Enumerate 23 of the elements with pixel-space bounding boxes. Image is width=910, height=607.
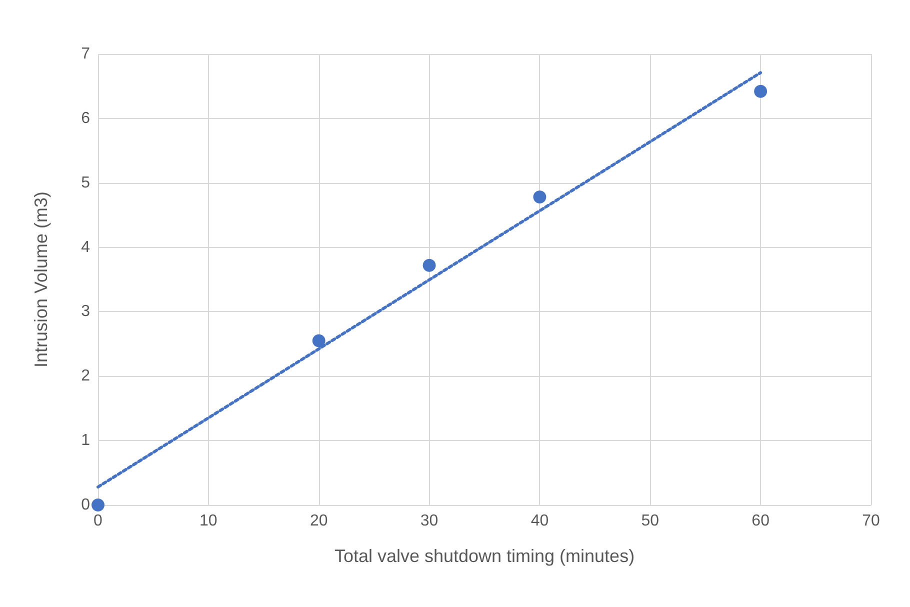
y-tick-label: 2 <box>81 368 90 385</box>
x-tick-label: 30 <box>420 512 438 530</box>
point <box>92 498 104 512</box>
x-tick-label: 20 <box>310 512 328 530</box>
y-tick-label: 7 <box>81 46 90 62</box>
x-axis-title: Total valve shutdown timing (minutes) <box>334 546 635 566</box>
y-tick-label: 0 <box>81 496 90 514</box>
x-tick-label: 60 <box>752 512 770 530</box>
y-tick-label: 3 <box>81 303 90 320</box>
x-tick-label: 70 <box>862 512 880 530</box>
point <box>422 258 436 272</box>
x-tick-label: 40 <box>530 512 549 530</box>
x-tick-label: 50 <box>641 512 660 530</box>
x-tick-label: 0 <box>94 512 103 530</box>
y-axis-title: Intrusion Volume (m3) <box>31 191 51 368</box>
x-tick-label: 10 <box>200 512 218 530</box>
y-tick-label: 1 <box>81 432 90 450</box>
point <box>312 334 326 348</box>
y-tick-label: 4 <box>81 238 90 256</box>
y-tick-label: 5 <box>81 174 90 192</box>
point <box>754 84 768 98</box>
y-tick-label: 6 <box>81 110 90 127</box>
point <box>533 190 546 204</box>
